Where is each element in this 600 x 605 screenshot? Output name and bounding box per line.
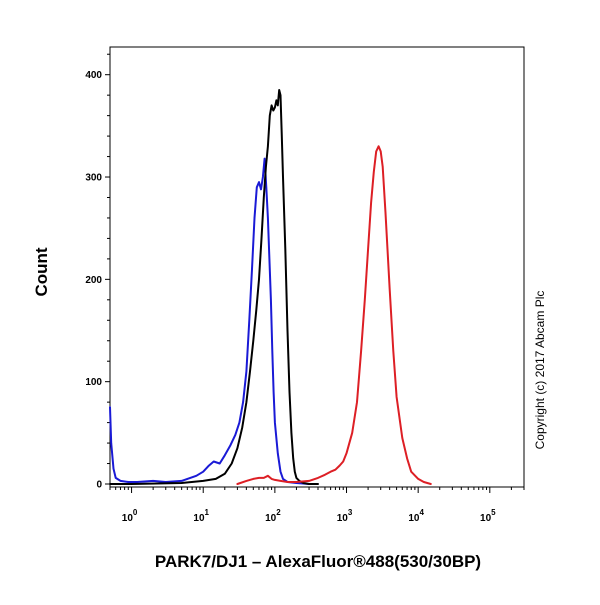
x-tick-label: 102	[265, 508, 281, 524]
y-tick-label: 400	[85, 70, 102, 81]
x-tick-label: 105	[480, 508, 496, 524]
copyright-text: Copyright (c) 2017 Abcam Plc	[533, 291, 547, 450]
y-axis: 0 100 200 300 400	[85, 53, 110, 491]
y-tick-label: 0	[96, 480, 102, 491]
x-axis-title: PARK7/DJ1 – AlexaFluor®488(530/30BP)	[155, 552, 481, 571]
x-tick-label: 101	[193, 508, 209, 524]
y-axis-title: Count	[32, 247, 51, 296]
series-layer	[109, 89, 432, 485]
x-tick-label: 100	[122, 508, 138, 524]
plot-frame	[109, 46, 525, 488]
x-tick-label: 104	[408, 508, 424, 524]
y-tick-label: 200	[85, 275, 102, 286]
y-tick-label: 300	[85, 173, 102, 184]
series-line-3	[236, 145, 432, 485]
x-axis: 100 101 102 103 104 105	[109, 487, 525, 524]
series-line-2	[109, 89, 319, 485]
y-tick-label: 100	[85, 377, 102, 388]
x-tick-label: 103	[337, 508, 353, 524]
series-line-1	[109, 157, 311, 485]
